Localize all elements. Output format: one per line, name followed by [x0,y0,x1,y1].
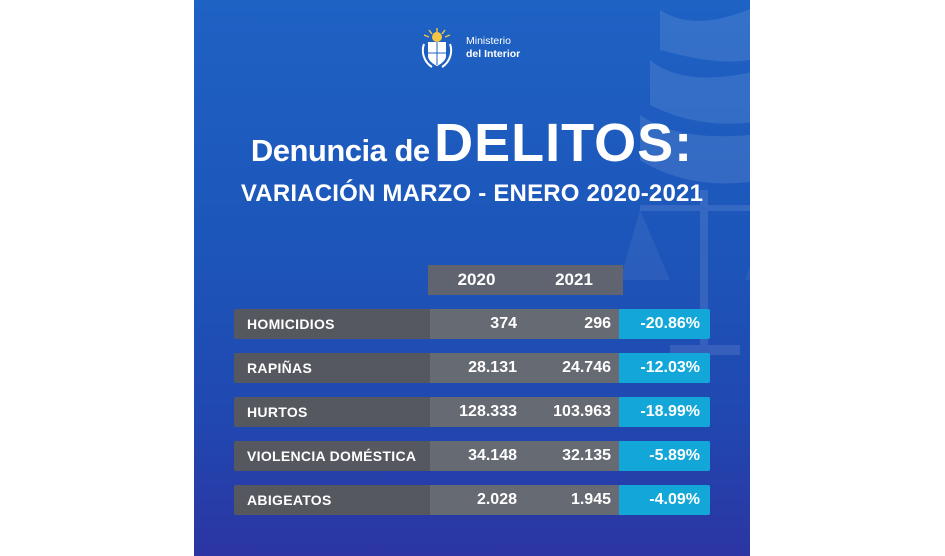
table-row-abigeatos: ABIGEATOS 2.028 1.945 -4.09% [234,485,710,515]
change-percent: -5.89% [619,441,710,471]
change-percent: -20.86% [619,309,710,339]
row-label: HURTOS [234,397,430,427]
title-prefix: Denuncia de [250,133,430,168]
row-label: HOMICIDIOS [234,309,430,339]
table-row-hurtos: HURTOS 128.333 103.963 -18.99% [234,397,710,427]
table-row-violencia-domestica: VIOLENCIA DOMÉSTICA 34.148 32.135 -5.89% [234,441,710,471]
change-percent: -18.99% [619,397,710,427]
value-2021: 24.746 [525,353,619,383]
value-2020: 34.148 [430,441,525,471]
value-2020: 128.333 [430,397,525,427]
table-row-homicidios: HOMICIDIOS 374 296 -20.86% [234,309,710,339]
value-2020: 2.028 [430,485,525,515]
coat-of-arms-icon [421,28,453,68]
row-label: ABIGEATOS [234,485,430,515]
ministry-name-line2: del Interior [466,48,521,60]
table-row-rapinas: RAPIÑAS 28.131 24.746 -12.03% [234,353,710,383]
value-2021: 32.135 [525,441,619,471]
change-percent: -12.03% [619,353,710,383]
value-2021: 103.963 [525,397,619,427]
infographic-card: Ministerio del Interior Denuncia de DELI… [194,0,750,556]
scales-of-justice-watermark [620,9,750,355]
value-2020: 374 [430,309,525,339]
change-percent: -4.09% [619,485,710,515]
page-subtitle: VARIACIÓN MARZO - ENERO 2020-2021 [240,180,704,207]
row-label: VIOLENCIA DOMÉSTICA [234,441,430,471]
ministerio-logo: Ministerio del Interior [418,24,538,72]
value-2020: 28.131 [430,353,525,383]
column-header-2020: 2020 [457,270,496,289]
page-title: Denuncia de DELITOS: [194,112,750,174]
column-header-2021: 2021 [555,270,593,289]
row-label: RAPIÑAS [234,353,430,383]
value-2021: 1.945 [525,485,619,515]
table-header: 2020 2021 [428,265,623,295]
value-2021: 296 [525,309,619,339]
ministry-name-line1: Ministerio [466,35,511,47]
title-main: DELITOS: [434,113,694,173]
